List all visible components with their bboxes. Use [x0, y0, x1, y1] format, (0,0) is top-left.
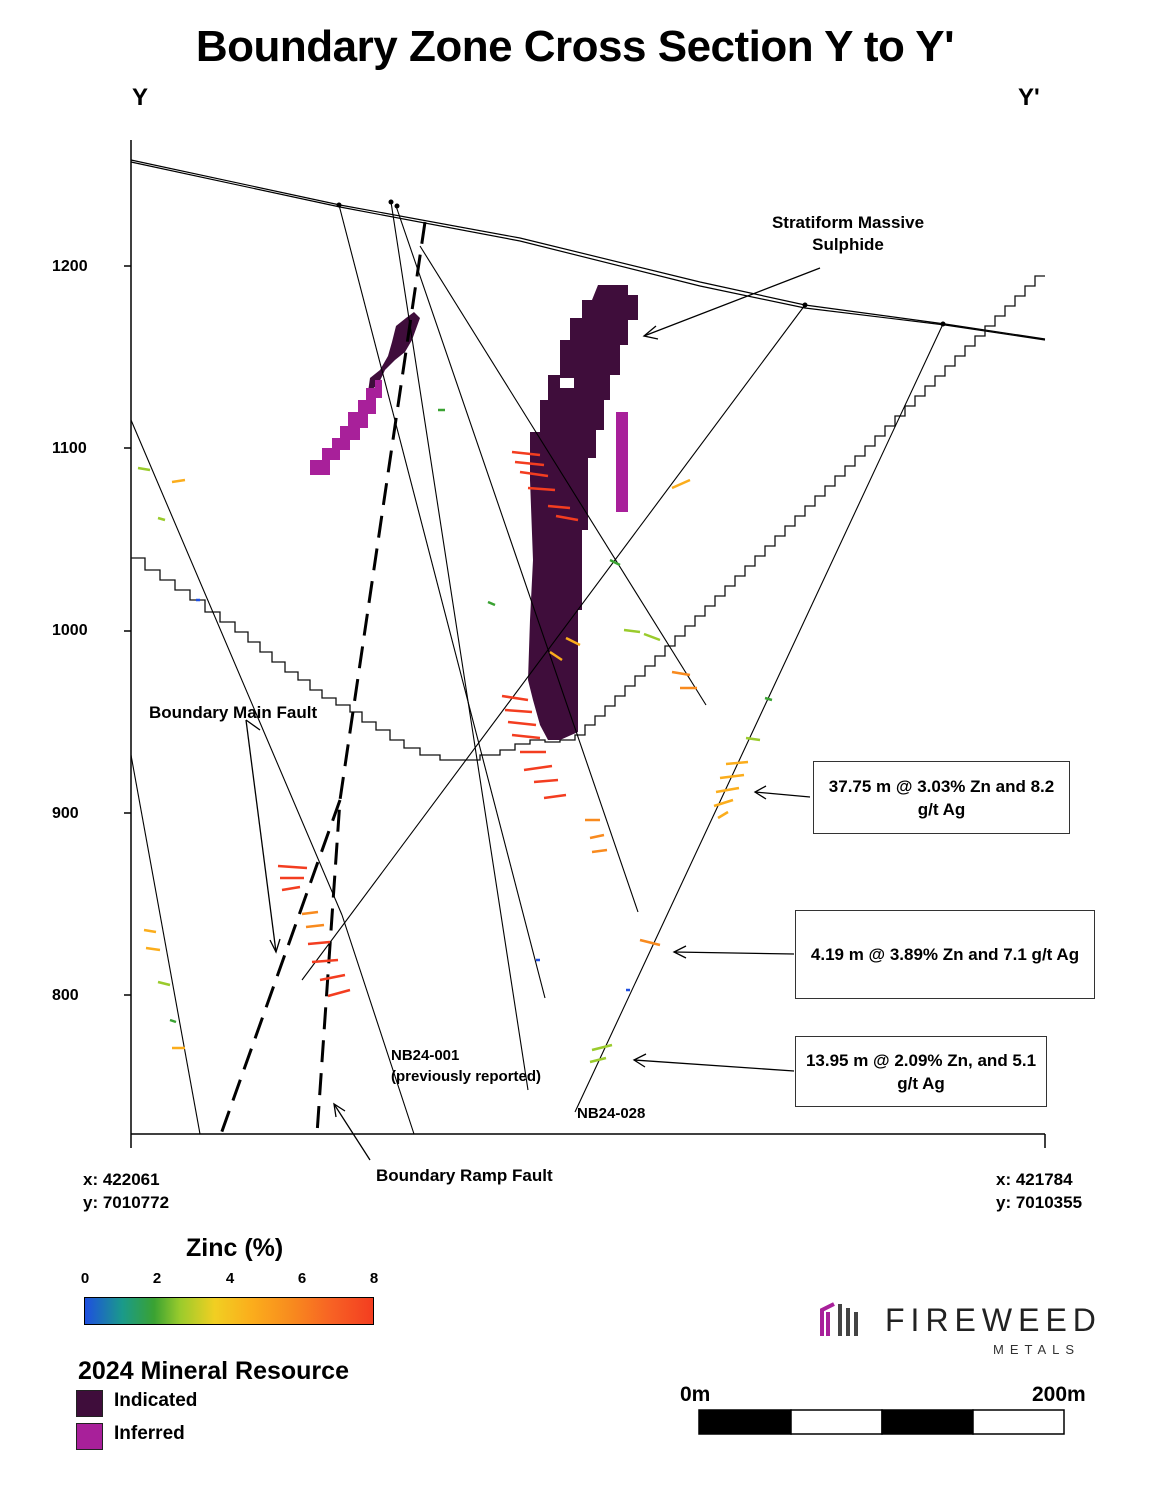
zinc-tick-6: 6: [297, 1270, 307, 1287]
fireweed-logo-icon: [820, 1302, 858, 1336]
brand-subtitle: METALS: [993, 1342, 1081, 1357]
stratiform-label-line1: Stratiform Massive: [771, 213, 925, 232]
pit-shell: [131, 275, 1045, 761]
y-tick-1100: 1100: [52, 440, 87, 457]
right-coordinates: x: 421784 y: 7010355: [996, 1168, 1082, 1214]
inferred-resource: [310, 380, 628, 512]
drill-holes: [130, 201, 944, 1135]
hole-nb24-001-id: NB24-001: [391, 1047, 460, 1064]
resource-legend-title: 2024 Mineral Resource: [78, 1357, 349, 1385]
y-tick-1000: 1000: [52, 622, 88, 639]
leader-arrows: [245, 267, 821, 1161]
intercept-callout-3: 13.95 m @ 2.09% Zn, and 5.1 g/t Ag: [795, 1036, 1047, 1107]
ramp-fault-label: Boundary Ramp Fault: [376, 1166, 553, 1185]
main-fault-label: Boundary Main Fault: [149, 703, 318, 722]
y-tick-1200: 1200: [52, 258, 88, 275]
left-y-coord: y: 7010772: [83, 1193, 170, 1212]
hole-nb24-001-label: NB24-001 (previously reported): [391, 1045, 541, 1087]
y-tick-800: 800: [52, 987, 79, 1004]
section-end-label: Y': [1018, 84, 1040, 111]
stratiform-label-line2: Sulphide: [812, 235, 884, 254]
scale-bar: [698, 1409, 1065, 1435]
fault-lines: [219, 221, 427, 1135]
left-coordinates: x: 422061 y: 7010772: [83, 1168, 169, 1214]
stratiform-label: Stratiform Massive Sulphide: [760, 212, 936, 256]
zinc-tick-4: 4: [225, 1270, 235, 1287]
collars: [336, 199, 946, 327]
inferred-label: Inferred: [114, 1423, 185, 1444]
zinc-tick-2: 2: [152, 1270, 162, 1287]
zinc-tick-8: 8: [369, 1270, 379, 1287]
inferred-swatch: [76, 1423, 103, 1450]
section-start-label: Y: [132, 84, 149, 111]
intercept-callout-1: 37.75 m @ 3.03% Zn and 8.2 g/t Ag: [813, 761, 1070, 834]
intercept-callout-2: 4.19 m @ 3.89% Zn and 7.1 g/t Ag: [795, 910, 1095, 999]
indicated-swatch: [76, 1390, 103, 1417]
zinc-assay-bars: [137, 408, 773, 1064]
hole-nb24-001-note: (previously reported): [391, 1068, 542, 1085]
axes: [124, 140, 1046, 1148]
hole-nb24-028-label: NB24-028: [577, 1105, 646, 1122]
zinc-colorbar: [84, 1297, 374, 1325]
y-tick-900: 900: [52, 805, 79, 822]
zinc-legend-title: Zinc (%): [186, 1234, 284, 1262]
right-y-coord: y: 7010355: [996, 1193, 1083, 1212]
indicated-label: Indicated: [114, 1390, 198, 1411]
scale-start-label: 0m: [680, 1383, 711, 1406]
page-title: Boundary Zone Cross Section Y to Y': [195, 22, 955, 71]
scale-end-label: 200m: [1032, 1383, 1086, 1406]
brand-name: FIREWEED: [885, 1302, 1102, 1338]
right-x-coord: x: 421784: [996, 1170, 1073, 1189]
left-x-coord: x: 422061: [83, 1170, 160, 1189]
indicated-resource: [368, 285, 638, 740]
zinc-tick-0: 0: [80, 1270, 90, 1287]
